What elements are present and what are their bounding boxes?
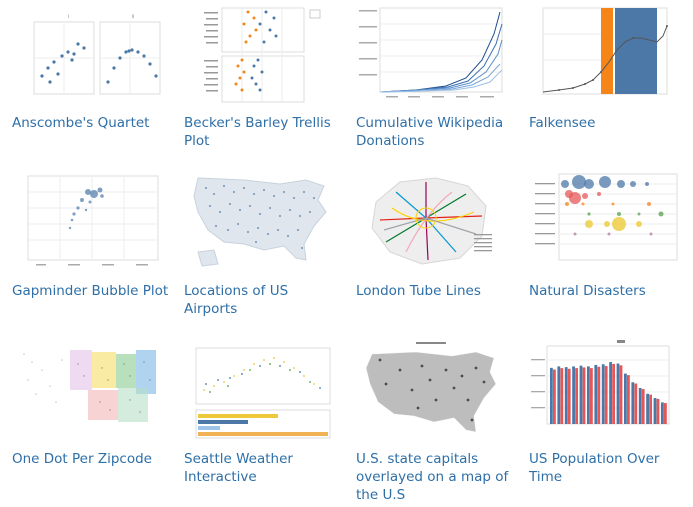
thumbnail-state-capitals[interactable] (356, 340, 506, 440)
gallery-title[interactable]: US Population Over Time (529, 451, 660, 485)
gallery-title[interactable]: Falkensee (529, 115, 596, 131)
population-bar (597, 366, 601, 424)
thumbnail-anscombe[interactable]: I II (12, 4, 162, 104)
thumbnail-natural-disasters[interactable] (529, 172, 679, 272)
population-bar (649, 394, 652, 424)
population-bar (582, 367, 586, 424)
population-bar (575, 368, 578, 424)
population-bar (631, 382, 635, 424)
gallery-title[interactable]: Natural Disasters (529, 283, 646, 299)
population-bar (634, 383, 638, 424)
population-bar (550, 367, 553, 424)
population-bar (557, 366, 561, 424)
population-bar (594, 364, 598, 424)
population-bar (616, 363, 620, 424)
population-bar (641, 389, 645, 424)
population-bar (664, 403, 667, 424)
population-bar (587, 366, 590, 424)
gallery-title[interactable]: One Dot Per Zipcode (12, 451, 152, 467)
gallery-title[interactable]: Anscombe's Quartet (12, 115, 150, 131)
gallery-title[interactable]: U.S. state capitals overlayed on a map o… (356, 451, 509, 503)
thumbnail-gapminder[interactable] (12, 172, 162, 272)
thumbnail-seattle-weather[interactable] (184, 340, 334, 440)
gallery-title[interactable]: Seattle Weather Interactive (184, 451, 293, 485)
thumbnail-zipcode[interactable] (12, 340, 162, 440)
thumbnail-falkensee[interactable] (529, 4, 679, 104)
population-bar (612, 363, 615, 424)
population-bar (590, 368, 593, 424)
population-bar (601, 364, 605, 424)
population-bar (624, 373, 627, 424)
population-bar (656, 398, 660, 424)
svg-text:I: I (68, 14, 69, 19)
svg-text:II: II (132, 14, 134, 19)
thumbnail-wikipedia-donations[interactable] (356, 4, 506, 104)
gallery-title[interactable]: Locations of US Airports (184, 283, 289, 317)
population-bar (619, 365, 623, 424)
gallery-title[interactable]: Gapminder Bubble Plot (12, 283, 169, 299)
population-bar (638, 388, 642, 424)
thumbnail-london-tube[interactable] (356, 172, 506, 272)
gallery-title[interactable]: London Tube Lines (356, 283, 481, 299)
population-bar (627, 375, 630, 424)
population-bar (609, 362, 612, 424)
population-bar (653, 398, 657, 424)
population-bar (604, 366, 608, 424)
thumbnail-barley[interactable] (184, 4, 334, 104)
population-bar (646, 393, 649, 424)
thumbnail-us-airports[interactable] (184, 172, 334, 272)
population-bar (567, 368, 571, 424)
population-bar (560, 368, 564, 424)
gallery-title[interactable]: Becker's Barley Trellis Plot (184, 115, 331, 149)
population-bar (579, 365, 583, 424)
population-bar (564, 367, 568, 424)
thumbnail-us-population[interactable] (529, 340, 679, 440)
gallery-title[interactable]: Cumulative Wikipedia Donations (356, 115, 504, 149)
population-bar (553, 369, 556, 424)
population-bar (661, 402, 664, 424)
population-bar (572, 366, 575, 424)
